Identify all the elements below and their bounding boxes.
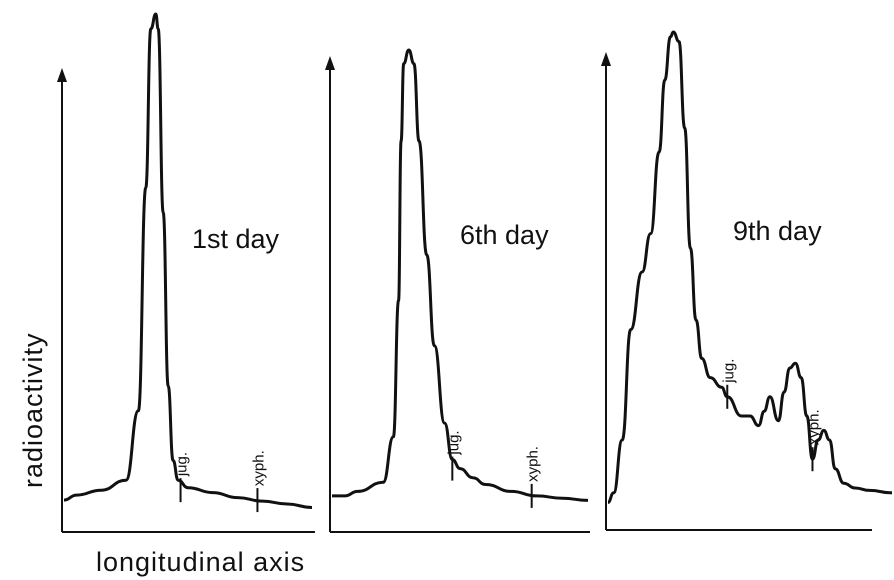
- panel-9th-day: 9th day jug. xyph.: [601, 30, 893, 531]
- y-axis-arrow-1: [57, 68, 67, 82]
- marker-label-xyph-1: xyph.: [250, 450, 267, 486]
- y-axis-arrow-2: [325, 56, 335, 70]
- marker-label-xyph-2: xyph.: [525, 446, 542, 482]
- series-line-3: [607, 30, 893, 504]
- panel-title-1: 1st day: [192, 224, 280, 254]
- marker-label-jug-1: jug.: [174, 452, 191, 477]
- panel-1st-day: 1st day jug. xyph.: [57, 12, 315, 533]
- marker-label-xyph-3: xyph.: [805, 409, 822, 445]
- marker-label-jug-3: jug.: [720, 359, 737, 384]
- x-axis-label: longitudinal axis: [96, 547, 305, 577]
- y-axis-arrow-3: [601, 52, 611, 66]
- y-axis-label: radioactivity: [18, 332, 48, 488]
- panel-6th-day: 6th day jug. xyph.: [325, 48, 590, 533]
- panel-title-2: 6th day: [460, 220, 549, 250]
- panel-title-3: 9th day: [733, 216, 822, 246]
- marker-label-jug-2: jug.: [445, 430, 462, 455]
- series-line-2: [332, 48, 589, 502]
- series-line-1: [63, 12, 313, 509]
